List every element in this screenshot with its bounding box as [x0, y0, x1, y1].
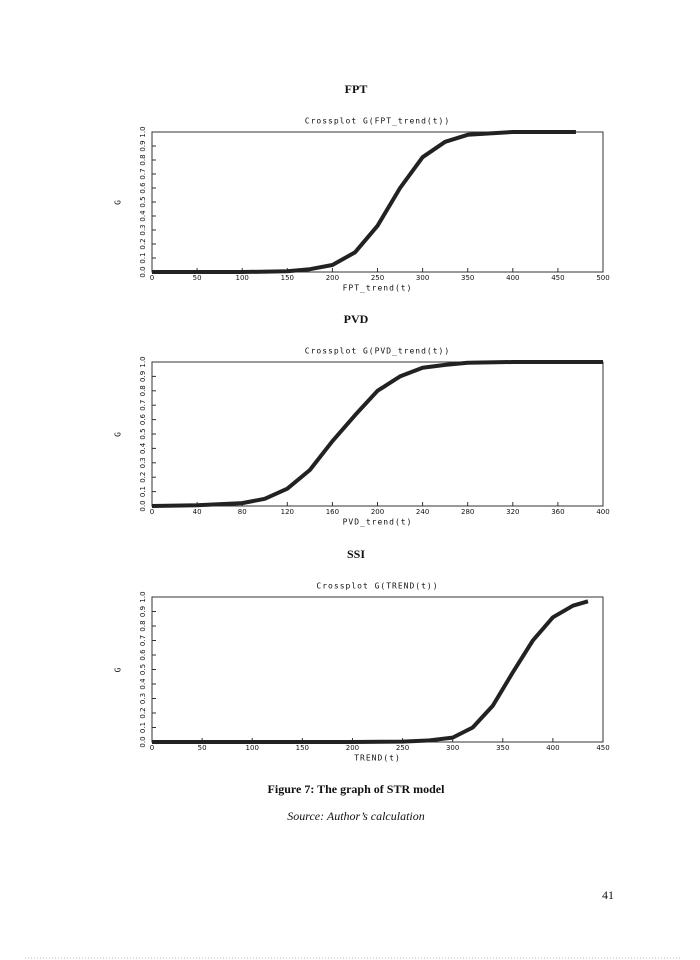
x-tick-label: 0: [150, 274, 154, 282]
x-tick-label: 300: [446, 744, 459, 752]
y-tick-label: 0.0: [139, 736, 147, 747]
curve: [151, 360, 603, 508]
x-tick-label: 250: [371, 274, 384, 282]
y-tick-label: 0.7: [139, 400, 147, 411]
x-tick-label: 0: [150, 744, 154, 752]
y-tick-label: 0.1: [139, 722, 147, 733]
y-tick-label: 1.0: [139, 126, 147, 137]
x-tick-label: 50: [198, 744, 207, 752]
y-tick-label: 0.0: [139, 266, 147, 277]
chart-title: Crossplot G(TREND(t)): [316, 582, 438, 591]
y-tick-label: 0.7: [139, 168, 147, 179]
y-tick-label: 0.7: [139, 635, 147, 646]
x-tick-label: 500: [596, 274, 609, 282]
x-tick-label: 150: [281, 274, 294, 282]
figure-source: Source: Author’s calculation: [287, 809, 425, 823]
x-tick-label: 200: [371, 508, 384, 516]
curve: [152, 599, 589, 744]
y-axis-label: G: [114, 667, 123, 673]
chart-title: Crossplot G(FPT_trend(t)): [305, 117, 450, 126]
x-tick-label: 300: [416, 274, 429, 282]
y-tick-label: 0.6: [139, 182, 147, 194]
y-tick-label: 0.0: [139, 500, 147, 511]
chart-heading: SSI: [347, 547, 365, 561]
y-tick-label: 0.6: [139, 413, 147, 425]
y-tick-label: 0.3: [139, 457, 147, 468]
x-tick-label: 280: [461, 508, 474, 516]
x-tick-label: 100: [246, 744, 259, 752]
y-tick-label: 0.8: [139, 154, 147, 165]
plot-frame: [151, 361, 604, 507]
y-tick-label: 0.5: [139, 664, 147, 675]
x-tick-label: 240: [416, 508, 429, 516]
y-tick-label: 0.5: [139, 196, 147, 207]
y-tick-label: 0.3: [139, 224, 147, 235]
y-tick-label: 1.0: [139, 356, 147, 367]
x-tick-label: 400: [596, 508, 609, 516]
x-tick-label: 450: [551, 274, 564, 282]
y-tick-label: 0.4: [139, 210, 147, 222]
x-tick-label: 80: [238, 508, 247, 516]
y-tick-label: 0.2: [139, 238, 147, 249]
curve: [152, 130, 576, 274]
x-tick-label: 400: [506, 274, 519, 282]
y-tick-label: 0.1: [139, 486, 147, 497]
x-axis-label: TREND(t): [354, 754, 401, 763]
y-tick-label: 0.3: [139, 693, 147, 704]
y-tick-label: 0.9: [139, 606, 147, 617]
y-tick-label: 0.8: [139, 620, 147, 631]
chart-heading: FPT: [345, 82, 368, 96]
x-tick-label: 100: [236, 274, 249, 282]
y-tick-label: 0.1: [139, 252, 147, 263]
x-tick-label: 350: [496, 744, 509, 752]
plot-frame: [151, 596, 604, 743]
x-tick-label: 450: [596, 744, 609, 752]
x-tick-label: 350: [461, 274, 474, 282]
x-tick-label: 50: [193, 274, 202, 282]
x-tick-label: 160: [326, 508, 339, 516]
y-tick-label: 0.9: [139, 140, 147, 151]
x-tick-label: 0: [150, 508, 154, 516]
x-tick-label: 40: [193, 508, 202, 516]
y-tick-label: 1.0: [139, 591, 147, 602]
y-tick-label: 0.9: [139, 371, 147, 382]
y-tick-label: 0.4: [139, 442, 147, 454]
x-tick-label: 400: [546, 744, 559, 752]
y-tick-label: 0.2: [139, 472, 147, 483]
y-axis-label: G: [114, 431, 123, 437]
y-tick-label: 0.4: [139, 678, 147, 690]
y-tick-label: 0.8: [139, 385, 147, 396]
x-tick-label: 250: [396, 744, 409, 752]
x-axis-label: PVD_trend(t): [343, 518, 413, 527]
y-tick-label: 0.5: [139, 428, 147, 439]
x-tick-label: 200: [346, 744, 359, 752]
x-axis-label: FPT_trend(t): [343, 284, 413, 293]
x-tick-label: 320: [506, 508, 519, 516]
y-tick-label: 0.6: [139, 649, 147, 661]
plot-frame: [151, 131, 604, 273]
x-tick-label: 200: [326, 274, 339, 282]
x-tick-label: 120: [281, 508, 294, 516]
y-tick-label: 0.2: [139, 707, 147, 718]
figure-caption: Figure 7: The graph of STR model: [268, 782, 446, 796]
page-number: 41: [602, 888, 614, 902]
x-tick-label: 360: [551, 508, 564, 516]
x-tick-label: 150: [296, 744, 309, 752]
chart-title: Crossplot G(PVD_trend(t)): [305, 347, 450, 356]
chart-heading: PVD: [344, 312, 369, 326]
y-axis-label: G: [114, 199, 123, 205]
